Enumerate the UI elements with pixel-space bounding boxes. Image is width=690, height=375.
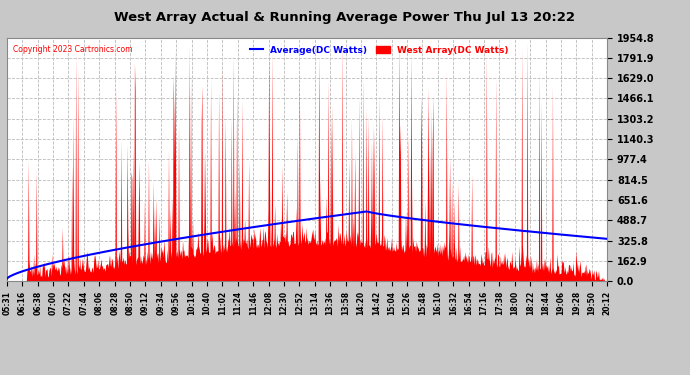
Text: Copyright 2023 Cartronics.com: Copyright 2023 Cartronics.com [13, 45, 132, 54]
Legend: Average(DC Watts), West Array(DC Watts): Average(DC Watts), West Array(DC Watts) [246, 42, 512, 58]
Text: West Array Actual & Running Average Power Thu Jul 13 20:22: West Array Actual & Running Average Powe… [115, 11, 575, 24]
